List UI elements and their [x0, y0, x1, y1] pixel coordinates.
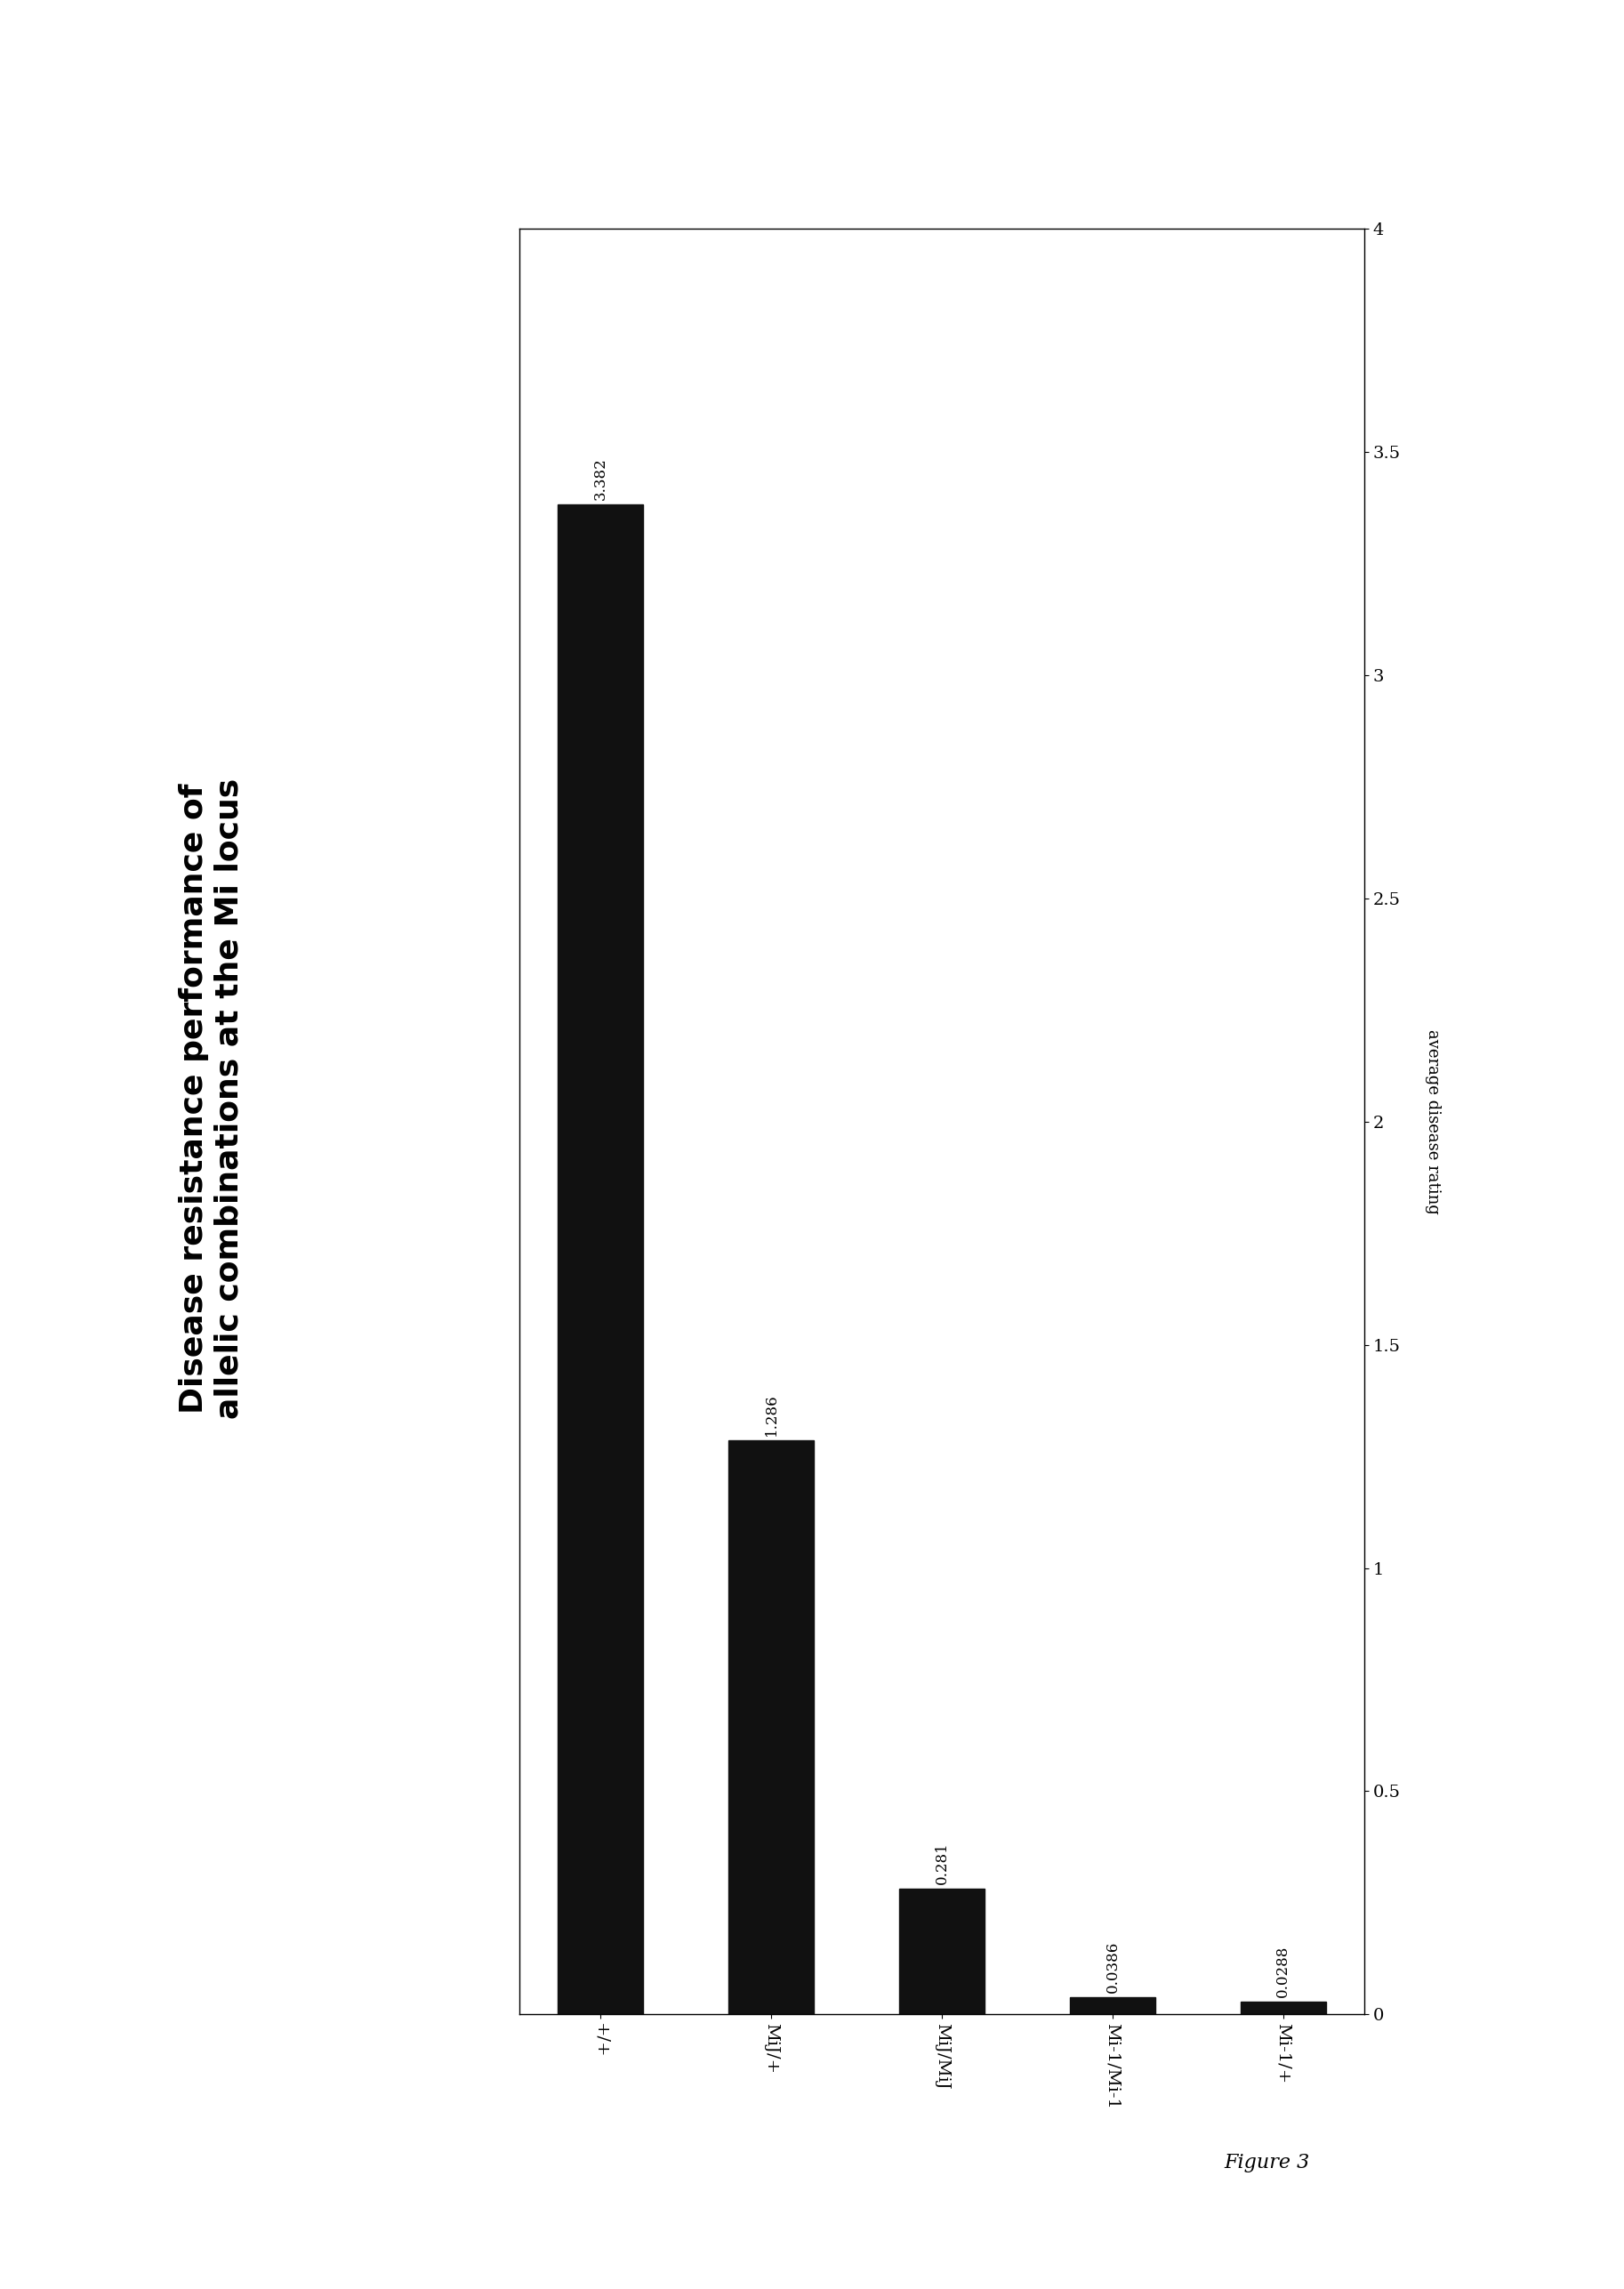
- Bar: [729, 1440, 814, 2014]
- Text: 0.0288: 0.0288: [1275, 1946, 1291, 1996]
- Bar: [1070, 1996, 1155, 2014]
- Bar: [559, 506, 643, 2014]
- Text: Disease resistance performance of
allelic combinations at the Mi locus: Disease resistance performance of alleli…: [179, 778, 244, 1419]
- Text: Figure 3: Figure 3: [1224, 2154, 1309, 2172]
- Y-axis label: average disease rating: average disease rating: [1426, 1030, 1440, 1213]
- Text: 3.382: 3.382: [593, 458, 609, 501]
- Text: 0.0386: 0.0386: [1104, 1941, 1121, 1994]
- Text: 0.281: 0.281: [934, 1843, 950, 1884]
- Bar: [1241, 2001, 1325, 2014]
- Text: 1.286: 1.286: [763, 1394, 780, 1435]
- Bar: [900, 1888, 984, 2014]
